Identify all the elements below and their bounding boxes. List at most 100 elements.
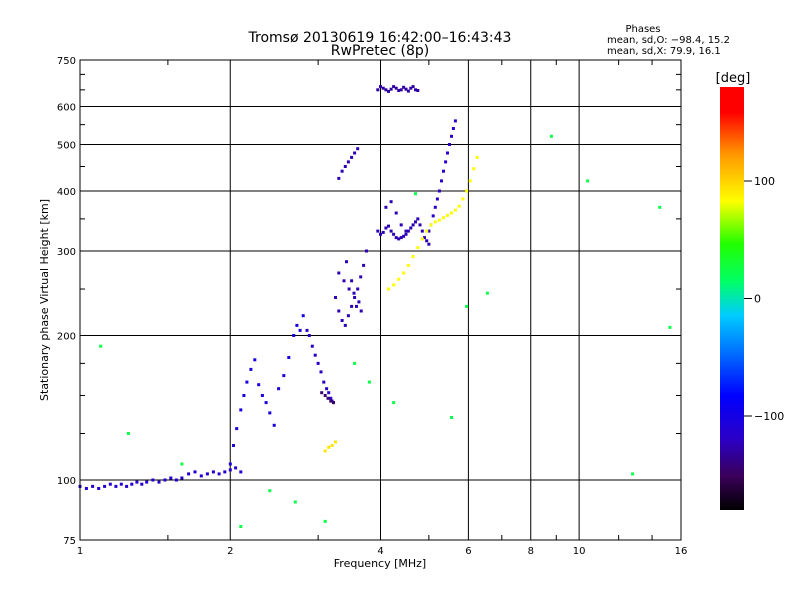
data-point [326, 396, 330, 400]
data-point [322, 380, 326, 384]
data-point [334, 440, 337, 444]
data-point [327, 391, 331, 395]
data-point [108, 482, 112, 486]
data-point [355, 304, 358, 308]
data-point [140, 482, 144, 486]
data-point [356, 287, 360, 291]
data-point [359, 309, 363, 313]
data-point [411, 85, 415, 89]
data-point [376, 229, 380, 233]
colorbar [720, 87, 744, 510]
data-point [329, 399, 333, 403]
y-tick-labels: 75 100 200 300 400 500 600 750 [57, 56, 76, 547]
data-point [350, 155, 354, 159]
data-point [389, 200, 393, 204]
data-point [468, 179, 472, 183]
data-point [429, 223, 433, 227]
data-point [442, 216, 445, 220]
data-point [416, 246, 420, 250]
data-point [367, 380, 371, 384]
data-point [431, 214, 435, 218]
data-point [392, 283, 396, 287]
data-point [442, 169, 445, 173]
data-point [425, 239, 429, 243]
data-point [346, 314, 350, 318]
data-point [340, 319, 344, 322]
x-tick-label: 4 [377, 546, 383, 557]
data-point [313, 353, 317, 357]
data-point [135, 480, 139, 484]
data-point [399, 223, 403, 227]
data-point [387, 287, 390, 291]
data-point [239, 470, 243, 474]
data-point [356, 147, 360, 151]
data-point [359, 275, 363, 279]
data-point [465, 189, 469, 193]
data-point [414, 220, 417, 224]
data-point [406, 263, 410, 267]
data-point [323, 449, 327, 453]
data-point [411, 255, 415, 259]
data-point [394, 211, 398, 215]
data-point [91, 484, 95, 488]
y-tick-label: 400 [57, 187, 76, 198]
data-point [353, 151, 357, 155]
data-point [433, 220, 437, 224]
data-point [387, 224, 390, 228]
data-point [347, 287, 351, 291]
data-point [472, 167, 476, 171]
y-axis-label: Stationary phase Virtual Height [km] [38, 199, 51, 401]
data-point [453, 119, 457, 123]
y-tick-label: 500 [57, 141, 76, 152]
colorbar-label: [deg] [716, 71, 751, 86]
data-point [392, 232, 396, 236]
data-point [423, 236, 426, 240]
data-point [406, 229, 410, 233]
data-point [381, 86, 385, 90]
data-point [387, 89, 390, 93]
data-point [319, 370, 323, 374]
data-point [381, 230, 385, 234]
data-point [343, 165, 347, 168]
data-point [242, 394, 246, 397]
data-point [384, 88, 388, 92]
data-point [394, 86, 398, 90]
data-point [379, 232, 382, 236]
data-point [457, 204, 461, 208]
data-point [253, 358, 257, 362]
data-point [180, 476, 184, 480]
data-point [427, 229, 431, 233]
data-point [239, 525, 243, 528]
data-point [446, 213, 449, 217]
data-point [119, 482, 123, 486]
data-point [402, 234, 406, 238]
data-point [394, 236, 398, 240]
data-points [78, 85, 672, 528]
data-point [448, 143, 451, 146]
x-axis-label: Frequency [MHz] [334, 557, 426, 570]
data-point [234, 466, 238, 470]
data-point [406, 89, 410, 93]
data-point [450, 211, 453, 215]
data-point [130, 482, 134, 486]
data-point [257, 383, 261, 387]
data-point [337, 309, 341, 313]
data-point [450, 134, 453, 138]
data-point [239, 408, 243, 412]
data-point [392, 401, 396, 405]
data-point [330, 444, 334, 447]
data-point [409, 86, 413, 90]
data-point [340, 169, 344, 173]
data-point [416, 217, 420, 221]
data-point [376, 88, 380, 92]
data-point [384, 205, 388, 209]
data-point [103, 484, 107, 488]
data-point [453, 208, 457, 212]
data-point [293, 500, 297, 504]
data-point [389, 87, 393, 91]
data-point [260, 394, 264, 397]
data-point [327, 445, 331, 449]
data-point [193, 470, 197, 474]
data-point [295, 323, 299, 327]
data-point [151, 478, 155, 482]
